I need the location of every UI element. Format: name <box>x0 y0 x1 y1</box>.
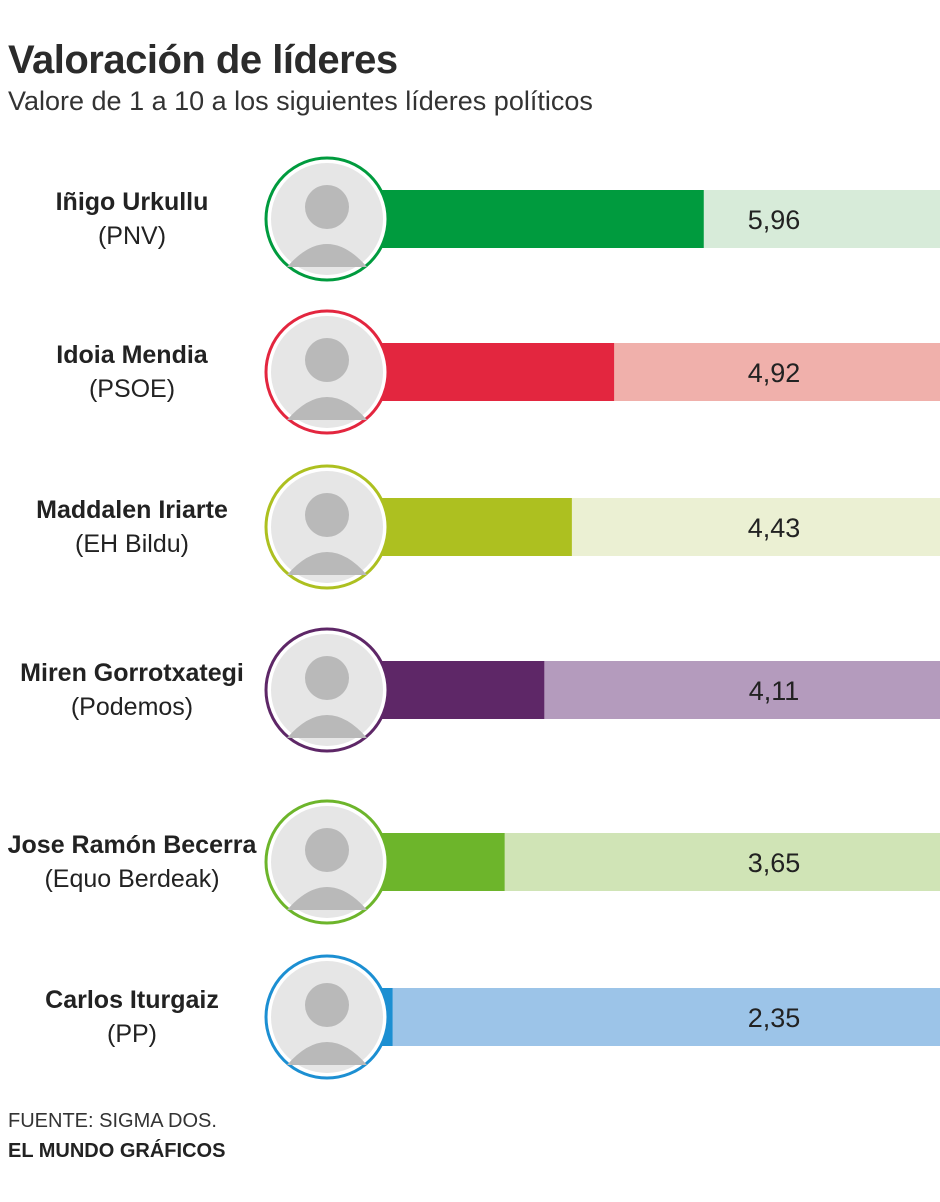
leader-party: (Podemos) <box>71 693 193 721</box>
portrait-shoulders <box>287 715 367 738</box>
leader-name: Jose Ramón Becerra <box>8 831 258 859</box>
bar-track <box>382 988 940 1046</box>
value-label: 4,43 <box>748 513 801 543</box>
value-label: 4,11 <box>749 676 800 706</box>
portrait-head <box>305 828 349 872</box>
bar-3 <box>382 498 572 556</box>
portrait-shoulders <box>287 397 367 420</box>
leader-name: Iñigo Urkullu <box>56 188 209 216</box>
credit-note: EL MUNDO GRÁFICOS <box>8 1140 226 1162</box>
portrait-shoulders <box>287 887 367 910</box>
leader-party: (PNV) <box>98 222 166 250</box>
leader-party: (Equo Berdeak) <box>44 865 219 893</box>
value-label: 4,92 <box>748 358 801 388</box>
value-label: 5,96 <box>748 205 801 235</box>
bar-1 <box>382 190 704 248</box>
portrait-shoulders <box>287 552 367 575</box>
portrait-head <box>305 185 349 229</box>
leader-party: (EH Bildu) <box>75 530 189 558</box>
bar-2 <box>382 343 615 401</box>
portrait-head <box>305 493 349 537</box>
portrait-shoulders <box>287 1042 367 1065</box>
bar-4 <box>382 661 545 719</box>
value-label: 3,65 <box>748 848 801 878</box>
portrait-head <box>305 983 349 1027</box>
portrait-shoulders <box>287 244 367 267</box>
source-note: FUENTE: SIGMA DOS. <box>8 1110 217 1132</box>
value-label: 2,35 <box>748 1003 801 1033</box>
leader-name: Miren Gorrotxategi <box>20 659 244 687</box>
chart-subtitle: Valore de 1 a 10 a los siguientes lídere… <box>8 86 593 116</box>
bar-5 <box>382 833 505 891</box>
leader-name: Idoia Mendia <box>56 341 209 369</box>
portrait-head <box>305 338 349 382</box>
leader-party: (PP) <box>107 1020 157 1048</box>
chart-title: Valoración de líderes <box>8 38 398 82</box>
portrait-head <box>305 656 349 700</box>
leader-name: Carlos Iturgaiz <box>45 986 219 1014</box>
leader-party: (PSOE) <box>89 375 175 403</box>
leader-name: Maddalen Iriarte <box>36 496 228 524</box>
